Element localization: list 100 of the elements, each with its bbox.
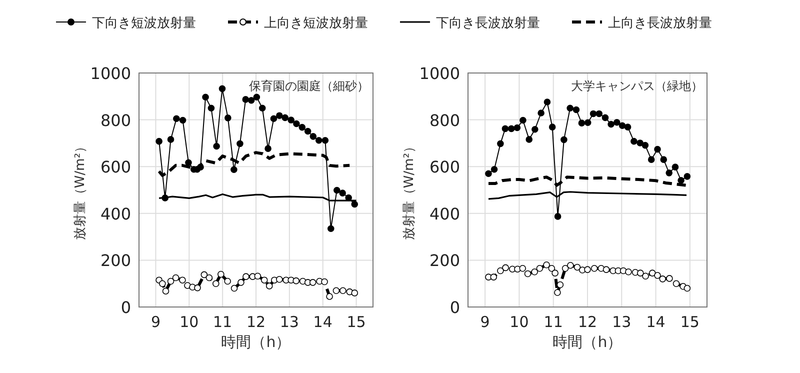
point (202, 94, 209, 100)
y-tick-label: 0 (450, 298, 460, 317)
point (310, 133, 317, 140)
point (332, 287, 340, 294)
text: 大学キャンパス（緑地） (571, 79, 703, 93)
point (351, 290, 358, 296)
point (167, 136, 174, 143)
legend-label: 下向き短波放射量 (92, 16, 196, 31)
point (230, 166, 238, 174)
x-tick-label: 9 (480, 313, 490, 331)
point (531, 268, 538, 276)
point (624, 124, 632, 130)
point (524, 270, 532, 278)
point (572, 106, 580, 114)
point (548, 124, 556, 130)
point (497, 140, 504, 148)
x-tick-label: 14 (313, 313, 332, 331)
point (485, 170, 492, 178)
point (602, 114, 609, 122)
x-tick-label: 13 (280, 313, 299, 331)
point (206, 274, 213, 282)
point (636, 140, 644, 146)
point (276, 276, 283, 283)
point (654, 272, 661, 279)
point (254, 272, 262, 280)
point (315, 136, 322, 144)
point (339, 190, 346, 196)
point (637, 270, 644, 276)
legend-label: 下向き長波放射量 (436, 16, 540, 31)
x-tick-label: 11 (544, 313, 563, 331)
point (590, 110, 597, 118)
x-tick-label: 14 (646, 313, 666, 331)
point (185, 159, 192, 166)
point (200, 271, 208, 278)
y-tick-label: 400 (100, 204, 131, 224)
point (584, 266, 591, 273)
point (520, 116, 526, 124)
point (224, 278, 231, 285)
point (678, 177, 684, 184)
legend-label: 上向き短波放射量 (264, 16, 368, 31)
point (526, 136, 533, 143)
point (608, 120, 614, 128)
point (613, 118, 620, 126)
x-tick-label: 15 (680, 313, 700, 331)
point (293, 120, 300, 128)
point (578, 120, 586, 126)
point (602, 266, 610, 273)
point (213, 142, 220, 150)
point (672, 280, 680, 287)
y-tick-label: 600 (100, 158, 131, 177)
y-tick-label: 1000 (419, 64, 460, 83)
x-tick-label: 13 (612, 313, 632, 331)
point (548, 264, 556, 272)
y-tick-label: 800 (100, 110, 131, 130)
point (159, 280, 166, 287)
point (552, 270, 558, 276)
point (560, 136, 568, 144)
point (648, 156, 655, 163)
point (556, 281, 564, 288)
point (208, 104, 215, 112)
point (276, 112, 283, 119)
y-axis-title: 放射量（W/m²） (402, 140, 417, 240)
point (218, 85, 226, 92)
point (292, 277, 300, 284)
x-tick-label: 15 (346, 313, 366, 331)
point (490, 166, 498, 173)
point (660, 156, 668, 163)
point (666, 275, 673, 282)
y-tick-label: 200 (429, 251, 460, 270)
point (264, 145, 272, 152)
point (654, 146, 661, 153)
y-axis-title: 放射量（W/m²） (73, 140, 88, 240)
point (508, 125, 515, 132)
point (248, 96, 255, 104)
point (162, 288, 170, 294)
point (212, 280, 220, 287)
y-tick-label: 0 (120, 298, 131, 317)
point (584, 119, 592, 126)
point (625, 268, 632, 276)
point (167, 278, 174, 285)
point (327, 225, 334, 232)
x-tick-label: 12 (578, 313, 598, 331)
point (574, 264, 581, 271)
x-axis-title: 時間（h） (552, 333, 622, 351)
point (179, 276, 186, 284)
point (351, 200, 358, 208)
point (490, 274, 498, 280)
point (684, 284, 691, 292)
point (224, 114, 232, 122)
point (242, 273, 250, 280)
point (642, 272, 649, 280)
point (322, 136, 329, 144)
x-tick-label: 12 (246, 313, 266, 331)
point (590, 264, 598, 272)
point (519, 264, 526, 272)
point (218, 270, 224, 278)
point (536, 264, 544, 272)
x-tick-label: 10 (510, 313, 529, 331)
point (543, 261, 550, 268)
point (554, 289, 561, 296)
